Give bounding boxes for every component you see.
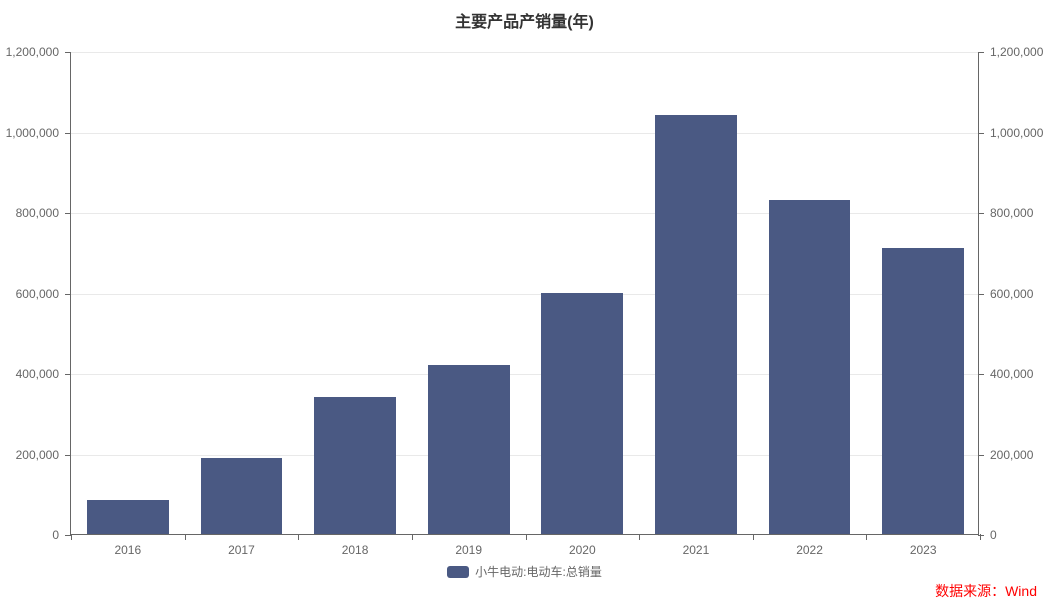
bar	[314, 397, 396, 534]
bar	[655, 115, 737, 534]
legend-item: 小牛电动:电动车:总销量	[447, 563, 602, 580]
y-tick-mark-left	[65, 213, 71, 214]
y-tick-label-left: 200,000	[16, 448, 59, 462]
y-tick-label-right: 1,000,000	[990, 126, 1043, 140]
bar	[541, 293, 623, 535]
x-tick-label: 2020	[569, 543, 596, 557]
y-tick-label-right: 800,000	[990, 206, 1033, 220]
x-tick-mark	[980, 534, 981, 540]
y-tick-mark-right	[978, 535, 984, 536]
legend-label: 小牛电动:电动车:总销量	[475, 563, 602, 580]
y-tick-label-right: 600,000	[990, 287, 1033, 301]
chart-title: 主要产品产销量(年)	[0, 8, 1049, 32]
y-tick-label-left: 0	[52, 528, 59, 542]
legend-swatch	[447, 566, 469, 578]
bar	[882, 248, 964, 534]
gridline	[71, 133, 978, 134]
x-tick-label: 2022	[796, 543, 823, 557]
y-tick-label-right: 200,000	[990, 448, 1033, 462]
bar	[201, 458, 283, 534]
y-tick-mark-right	[978, 213, 984, 214]
x-tick-mark	[866, 534, 867, 540]
y-tick-mark-right	[978, 52, 984, 53]
x-tick-label: 2021	[683, 543, 710, 557]
y-tick-label-left: 1,200,000	[6, 45, 59, 59]
x-tick-mark	[753, 534, 754, 540]
gridline	[71, 52, 978, 53]
y-tick-label-left: 600,000	[16, 287, 59, 301]
y-tick-label-right: 0	[990, 528, 997, 542]
y-tick-label-right: 1,200,000	[990, 45, 1043, 59]
x-tick-mark	[639, 534, 640, 540]
y-tick-mark-right	[978, 455, 984, 456]
y-tick-label-left: 800,000	[16, 206, 59, 220]
y-tick-mark-left	[65, 133, 71, 134]
x-tick-label: 2019	[455, 543, 482, 557]
x-tick-label: 2023	[910, 543, 937, 557]
x-tick-mark	[412, 534, 413, 540]
plot-area: 00200,000200,000400,000400,000600,000600…	[70, 52, 979, 535]
x-tick-label: 2017	[228, 543, 255, 557]
y-tick-mark-right	[978, 294, 984, 295]
y-tick-label-left: 1,000,000	[6, 126, 59, 140]
y-tick-mark-right	[978, 374, 984, 375]
bar	[769, 200, 851, 534]
y-tick-mark-left	[65, 52, 71, 53]
x-tick-label: 2018	[342, 543, 369, 557]
y-tick-mark-left	[65, 374, 71, 375]
y-tick-mark-left	[65, 294, 71, 295]
y-tick-mark-left	[65, 455, 71, 456]
legend: 小牛电动:电动车:总销量	[0, 563, 1049, 581]
chart-container: 主要产品产销量(年) 00200,000200,000400,000400,00…	[0, 0, 1049, 607]
bar	[428, 365, 510, 534]
x-tick-label: 2016	[114, 543, 141, 557]
y-tick-label-right: 400,000	[990, 367, 1033, 381]
x-tick-mark	[526, 534, 527, 540]
x-tick-mark	[185, 534, 186, 540]
y-tick-mark-right	[978, 133, 984, 134]
y-tick-label-left: 400,000	[16, 367, 59, 381]
x-tick-mark	[298, 534, 299, 540]
data-source-label: 数据来源：Wind	[935, 581, 1037, 601]
bar	[87, 500, 169, 534]
x-tick-mark	[71, 534, 72, 540]
